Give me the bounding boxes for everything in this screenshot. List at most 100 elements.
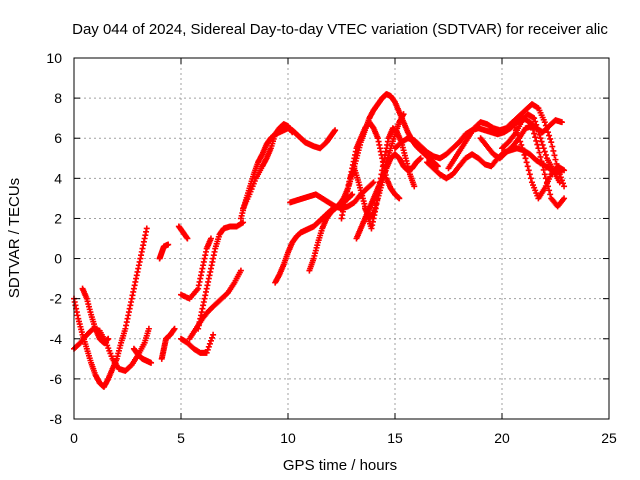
data-point xyxy=(538,158,545,165)
x-tick-label: 10 xyxy=(280,430,296,446)
data-point xyxy=(518,141,525,148)
data-point xyxy=(539,162,546,169)
series-3 xyxy=(79,285,112,346)
data-point xyxy=(524,163,531,170)
series-9 xyxy=(178,235,214,302)
data-point xyxy=(521,151,528,158)
y-tick-label: -8 xyxy=(50,411,63,427)
data-point xyxy=(525,167,532,174)
data-point xyxy=(209,334,216,341)
data-point xyxy=(204,346,211,353)
data-point xyxy=(541,171,548,178)
data-point xyxy=(531,115,538,122)
x-tick-label: 0 xyxy=(70,430,78,446)
data-point xyxy=(417,155,424,162)
data-point xyxy=(539,141,546,148)
data-point xyxy=(546,187,553,194)
data-point xyxy=(517,138,524,145)
data-point xyxy=(541,148,548,155)
data-point xyxy=(526,171,533,178)
data-point xyxy=(289,129,296,136)
x-axis-label: GPS time / hours xyxy=(283,457,397,474)
data-point xyxy=(411,183,418,190)
y-tick-label: 6 xyxy=(54,130,62,146)
series-23 xyxy=(445,101,568,190)
series-26 xyxy=(509,119,568,202)
series-7 xyxy=(175,223,191,242)
axis-ticks: 0 5 10 15 20 25 -8 -6 -4 -2 0 2 4 6 8 10 xyxy=(46,50,617,446)
data-point xyxy=(542,151,549,158)
data-point xyxy=(523,159,530,166)
data-point xyxy=(237,267,244,274)
data-point xyxy=(561,167,568,174)
series-6 xyxy=(156,241,172,262)
series-8 xyxy=(178,331,217,356)
data-point xyxy=(369,180,376,187)
x-tick-label: 25 xyxy=(601,430,617,446)
data-point xyxy=(171,325,178,332)
data-point xyxy=(534,125,541,132)
data-point xyxy=(434,163,441,170)
data-point xyxy=(370,179,377,186)
x-tick-label: 15 xyxy=(387,430,403,446)
data-point xyxy=(550,147,557,154)
data-point xyxy=(207,235,214,242)
series-20 xyxy=(362,151,424,222)
data-point xyxy=(546,132,553,139)
data-point xyxy=(516,135,523,142)
data-point xyxy=(545,129,552,136)
data-point xyxy=(532,134,539,141)
series-25 xyxy=(499,111,563,186)
series-15 xyxy=(287,179,377,212)
y-tick-label: -4 xyxy=(50,331,63,347)
data-point xyxy=(210,331,217,338)
data-point xyxy=(536,149,543,156)
data-point xyxy=(535,145,542,152)
data-point xyxy=(543,125,550,132)
data-point xyxy=(535,128,542,135)
data-point xyxy=(400,111,407,118)
data-point xyxy=(532,118,539,125)
y-axis-label: SDTVAR / TECUs xyxy=(6,178,23,298)
chart-title: Day 044 of 2024, Sidereal Day-to-day VTE… xyxy=(72,21,608,38)
data-point xyxy=(143,225,150,232)
y-tick-label: 4 xyxy=(54,170,62,186)
x-tick-label: 5 xyxy=(177,430,185,446)
data-points xyxy=(71,91,568,390)
plot-frame xyxy=(73,57,610,420)
y-tick-label: -2 xyxy=(50,291,63,307)
data-point xyxy=(561,195,568,202)
data-point xyxy=(541,119,548,126)
data-point xyxy=(551,152,558,159)
data-point xyxy=(559,180,566,187)
data-point xyxy=(527,175,534,182)
data-point xyxy=(548,139,555,146)
data-point xyxy=(105,335,112,342)
data-point xyxy=(533,137,540,144)
data-point xyxy=(332,127,339,134)
data-point xyxy=(522,155,529,162)
data-point xyxy=(396,195,403,202)
data-point xyxy=(520,148,527,155)
series-22 xyxy=(424,145,565,182)
series-5 xyxy=(158,325,178,362)
data-point xyxy=(547,135,554,142)
data-point xyxy=(203,349,210,356)
data-point xyxy=(547,191,554,198)
data-point xyxy=(540,145,547,152)
data-point xyxy=(549,143,556,150)
data-point xyxy=(528,123,535,130)
y-tick-label: 10 xyxy=(46,50,62,66)
data-point xyxy=(537,153,544,160)
data-point xyxy=(537,135,544,142)
y-tick-label: 0 xyxy=(54,251,62,267)
data-point xyxy=(540,166,547,173)
data-point xyxy=(145,325,152,332)
data-point xyxy=(561,183,568,190)
series-11 xyxy=(195,219,247,332)
data-point xyxy=(558,119,565,126)
y-tick-label: -6 xyxy=(50,371,63,387)
x-tick-label: 20 xyxy=(494,430,510,446)
